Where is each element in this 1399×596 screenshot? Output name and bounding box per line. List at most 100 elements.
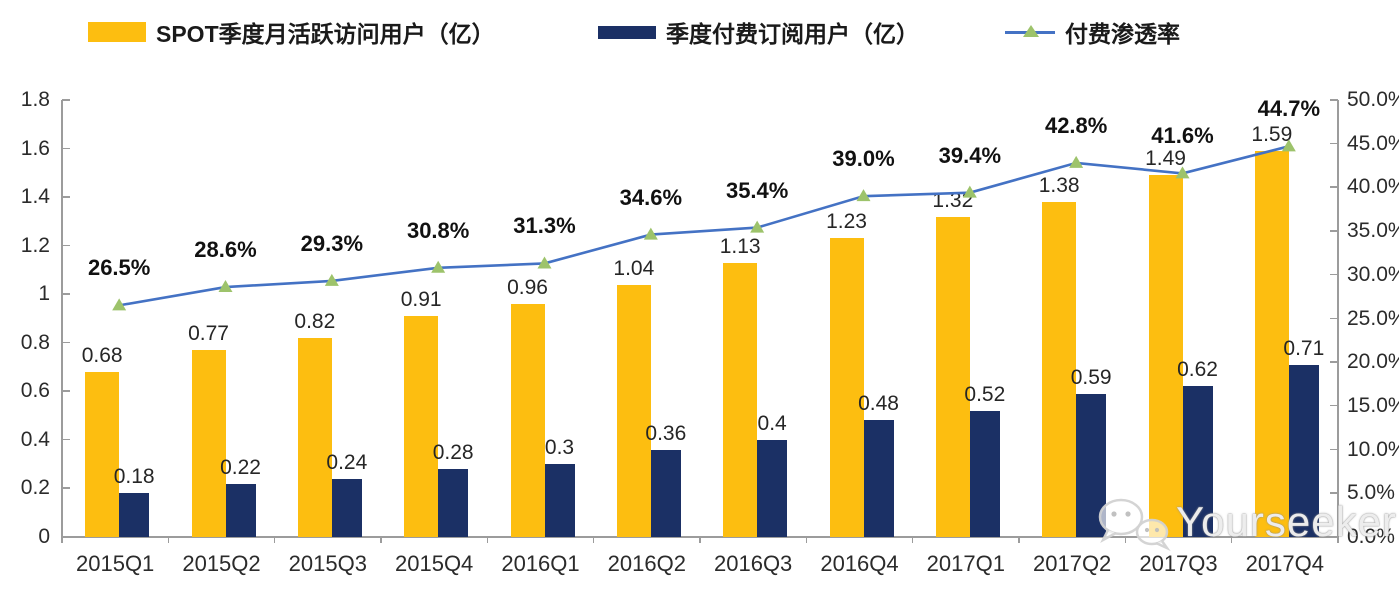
bar-mau-2015Q3 bbox=[297, 337, 332, 537]
x-axis-tick bbox=[167, 537, 170, 543]
bar-label-mau-2017Q1: 1.32 bbox=[932, 188, 974, 212]
penetration-legend-label: 付费渗透率 bbox=[1065, 21, 1180, 47]
penetration-label-2015Q3: 29.3% bbox=[300, 230, 364, 256]
mau-legend-label: SPOT季度月活跃访问用户（亿） bbox=[156, 21, 495, 47]
x-axis-label-2015Q4: 2015Q4 bbox=[395, 551, 474, 576]
right-axis-tick-label: 45.0% bbox=[1347, 131, 1399, 155]
legend-item-penetration: 付费渗透率 bbox=[1005, 14, 1180, 50]
right-axis-tick-label: 0.0% bbox=[1347, 525, 1395, 548]
left-axis-tick bbox=[62, 487, 70, 489]
left-axis-tick bbox=[62, 293, 70, 295]
bar-mau-2015Q2 bbox=[191, 350, 226, 537]
penetration-label-2016Q4: 39.0% bbox=[832, 146, 895, 172]
bar-paid-2016Q3 bbox=[757, 439, 788, 537]
penetration-marker-2015Q3 bbox=[324, 273, 339, 286]
bar-label-mau-2016Q3: 1.13 bbox=[719, 234, 761, 258]
bar-paid-2016Q4 bbox=[863, 420, 894, 537]
penetration-marker-2016Q3 bbox=[750, 220, 765, 233]
right-axis-tick-label: 40.0% bbox=[1347, 175, 1399, 199]
left-axis-tick bbox=[62, 196, 70, 198]
penetration-label-2016Q3: 35.4% bbox=[725, 177, 789, 203]
x-axis-tick bbox=[273, 537, 276, 543]
left-axis-tick-label: 0.2 bbox=[20, 476, 50, 500]
bar-label-paid-2016Q2: 0.36 bbox=[645, 421, 687, 445]
x-axis-tick bbox=[911, 537, 914, 543]
penetration-marker-2017Q2 bbox=[1069, 155, 1084, 168]
left-axis-tick bbox=[62, 147, 70, 150]
bar-label-paid-2015Q4: 0.28 bbox=[432, 441, 474, 465]
left-axis-tick-label: 1 bbox=[38, 282, 50, 306]
right-axis-tick bbox=[1330, 317, 1338, 319]
legend-item-mau: SPOT季度月活跃访问用户（亿） bbox=[88, 14, 495, 50]
bar-mau-2016Q1 bbox=[510, 303, 545, 537]
left-axis-tick bbox=[62, 536, 70, 538]
bar-mau-2017Q3 bbox=[1148, 175, 1183, 537]
left-axis-tick bbox=[62, 341, 70, 344]
triangle-marker-icon bbox=[1023, 25, 1039, 37]
right-axis-tick-label: 10.0% bbox=[1347, 437, 1399, 461]
right-axis-tick bbox=[1330, 230, 1338, 232]
bar-label-mau-2016Q4: 1.23 bbox=[826, 210, 867, 234]
penetration-label-2017Q2: 42.8% bbox=[1044, 112, 1108, 138]
x-axis-line bbox=[62, 536, 1338, 538]
bar-label-paid-2017Q3: 0.62 bbox=[1177, 358, 1218, 382]
bar-label-mau-2015Q2: 0.77 bbox=[188, 322, 229, 346]
right-axis-tick bbox=[1330, 404, 1338, 407]
bar-label-paid-2016Q1: 0.3 bbox=[544, 436, 575, 460]
bar-label-paid-2017Q4: 0.71 bbox=[1283, 336, 1325, 360]
right-axis-tick-label: 5.0% bbox=[1347, 481, 1395, 505]
x-axis-label-2017Q2: 2017Q2 bbox=[1033, 551, 1112, 576]
x-axis-tick bbox=[1018, 537, 1020, 543]
x-axis-label-2017Q1: 2017Q1 bbox=[926, 551, 1005, 576]
left-axis-tick-label: 0.6 bbox=[20, 379, 50, 403]
x-axis-tick bbox=[380, 537, 382, 543]
bar-paid-2016Q2 bbox=[650, 449, 681, 537]
wechat-icon bbox=[1098, 498, 1171, 552]
x-axis-label-2016Q3: 2016Q3 bbox=[714, 551, 793, 576]
bar-mau-2016Q2 bbox=[616, 284, 651, 537]
left-axis-tick bbox=[62, 99, 70, 101]
penetration-label-2017Q3: 41.6% bbox=[1151, 123, 1214, 149]
right-axis-tick bbox=[1330, 361, 1338, 363]
bar-paid-2016Q1 bbox=[544, 464, 575, 537]
penetration-label-2015Q1: 26.5% bbox=[87, 255, 151, 281]
penetration-label-2017Q4: 44.7% bbox=[1257, 96, 1321, 122]
bar-paid-2015Q4 bbox=[438, 469, 469, 537]
bar-paid-2017Q3 bbox=[1182, 386, 1213, 537]
right-axis-tick bbox=[1330, 492, 1338, 494]
penetration-legend-swatch bbox=[1005, 22, 1055, 42]
left-axis-tick-label: 0.4 bbox=[20, 427, 50, 451]
watermark: Yourseeker bbox=[1090, 490, 1397, 554]
x-axis-tick bbox=[1230, 537, 1233, 543]
right-axis-tick bbox=[1330, 448, 1338, 451]
mau-legend-swatch bbox=[88, 22, 146, 42]
bar-label-mau-2017Q3: 1.49 bbox=[1145, 147, 1186, 171]
penetration-marker-2015Q1 bbox=[112, 298, 127, 311]
bar-label-paid-2016Q4: 0.48 bbox=[858, 392, 899, 416]
left-axis-tick-label: 1.4 bbox=[20, 185, 50, 209]
bar-label-mau-2016Q2: 1.04 bbox=[613, 256, 655, 280]
left-axis-tick-label: 1.2 bbox=[20, 233, 50, 257]
penetration-label-2016Q2: 34.6% bbox=[619, 184, 683, 210]
penetration-label-2015Q4: 30.8% bbox=[406, 217, 470, 243]
bar-mau-2017Q1 bbox=[935, 216, 970, 537]
paid-legend-swatch bbox=[598, 25, 656, 39]
bar-mau-2015Q1 bbox=[85, 371, 120, 537]
bar-mau-2015Q4 bbox=[404, 316, 439, 537]
right-axis-tick-label: 20.0% bbox=[1347, 350, 1399, 374]
right-axis-tick bbox=[1330, 99, 1338, 101]
paid-legend-label: 季度付费订阅用户（亿） bbox=[666, 21, 919, 47]
penetration-marker-2016Q4 bbox=[856, 189, 871, 202]
x-axis-tick bbox=[61, 537, 63, 543]
left-axis-tick-label: 1.6 bbox=[20, 136, 50, 160]
penetration-marker-2015Q2 bbox=[218, 280, 233, 293]
penetration-marker-2015Q4 bbox=[431, 260, 446, 273]
right-axis-tick-label: 50.0% bbox=[1347, 88, 1399, 111]
x-axis-label-2015Q1: 2015Q1 bbox=[76, 551, 155, 576]
bar-label-paid-2015Q3: 0.24 bbox=[326, 450, 368, 474]
bar-label-paid-2017Q2: 0.59 bbox=[1070, 365, 1112, 389]
bar-label-paid-2016Q3: 0.4 bbox=[757, 411, 787, 435]
bar-label-mau-2017Q2: 1.38 bbox=[1038, 173, 1080, 197]
bar-mau-2016Q4 bbox=[829, 238, 864, 537]
